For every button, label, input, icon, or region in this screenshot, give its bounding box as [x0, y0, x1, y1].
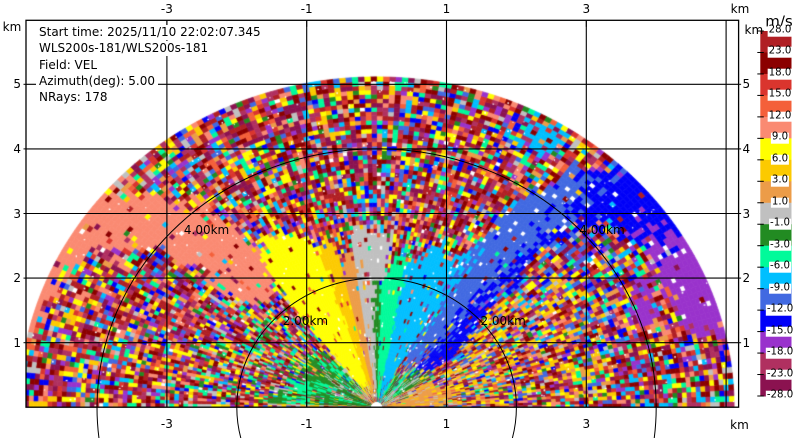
range-ring: [96, 148, 657, 438]
colorbar-tick-label: -1.0: [769, 217, 791, 230]
y-tick-label-left: 2: [13, 270, 21, 285]
y-tick-label-right: 4: [742, 141, 751, 156]
y-tick-label-right: 5: [742, 77, 751, 92]
info-field: Field: VEL: [36, 57, 101, 72]
y-tick-label-right: 3: [742, 206, 751, 221]
y-tick-label-right: 2: [742, 270, 751, 285]
info-site-name: WLS200s-181/WLS200s-181: [36, 41, 212, 56]
colorbar-tick-label: -15.0: [765, 325, 795, 337]
range-ring-label: 4.00km: [579, 222, 625, 237]
info-start-time: Start time: 2025/11/10 22:02:07.345: [36, 25, 264, 40]
y-tick-label-left: 4: [13, 141, 21, 156]
axis-unit-right: km: [744, 22, 764, 37]
y-tick-label-right: 1: [742, 335, 751, 350]
y-tick-label-left: 1: [13, 335, 21, 350]
colorbar-title: m/s: [765, 11, 793, 30]
colorbar-tick-label: -6.0: [769, 260, 791, 273]
range-ring-label: 2.00km: [480, 313, 526, 328]
colorbar-tick-label: 9.0: [770, 132, 790, 144]
range-ring: [236, 277, 517, 438]
x-tick-label-top: 1: [442, 1, 451, 16]
colorbar-tick-label: -3.0: [769, 239, 791, 251]
colorbar-tick-label: -12.0: [765, 303, 795, 316]
colorbar-tick-label: 6.0: [770, 153, 790, 166]
colorbar-tick-label: -23.0: [765, 368, 795, 380]
y-tick-label-left: 5: [13, 77, 21, 92]
colorbar-tick-label: 18.0: [767, 67, 793, 80]
axis-unit-bottom-right: km: [730, 417, 749, 432]
x-tick-label-top: 3: [582, 1, 591, 16]
colorbar-tick-label: 12.0: [767, 110, 793, 123]
y-tick-label-left: 3: [13, 206, 21, 221]
colorbar-tick-label: 1.0: [770, 196, 790, 209]
colorbar-tick-label: -28.0: [765, 389, 795, 402]
range-ring-label: 2.00km: [282, 313, 329, 328]
axis-unit-top-left: km: [2, 19, 22, 34]
colorbar-tick-label: 15.0: [767, 89, 793, 101]
colorbar-tick-label: -9.0: [769, 282, 791, 294]
x-tick-label-top: -1: [300, 1, 313, 16]
colorbar-tick-label: 3.0: [770, 174, 790, 187]
colorbar-tick-label: 23.0: [767, 46, 793, 58]
x-tick-label-bottom: -1: [300, 416, 313, 431]
x-tick-label-top: -3: [160, 1, 173, 16]
x-tick-label-bottom: -3: [160, 416, 173, 431]
x-tick-label-bottom: 1: [442, 416, 451, 431]
axis-unit-top-right: km: [730, 1, 750, 16]
info-azimuth: Azimuth(deg): 5.00: [36, 73, 159, 89]
range-ring-label: 4.00km: [183, 222, 230, 237]
info-nrays: NRays: 178: [36, 90, 111, 105]
colorbar-tick-label: -18.0: [765, 346, 795, 359]
colorbar-tick-label: 28.0: [767, 24, 793, 37]
x-tick-label-bottom: 3: [582, 416, 591, 431]
